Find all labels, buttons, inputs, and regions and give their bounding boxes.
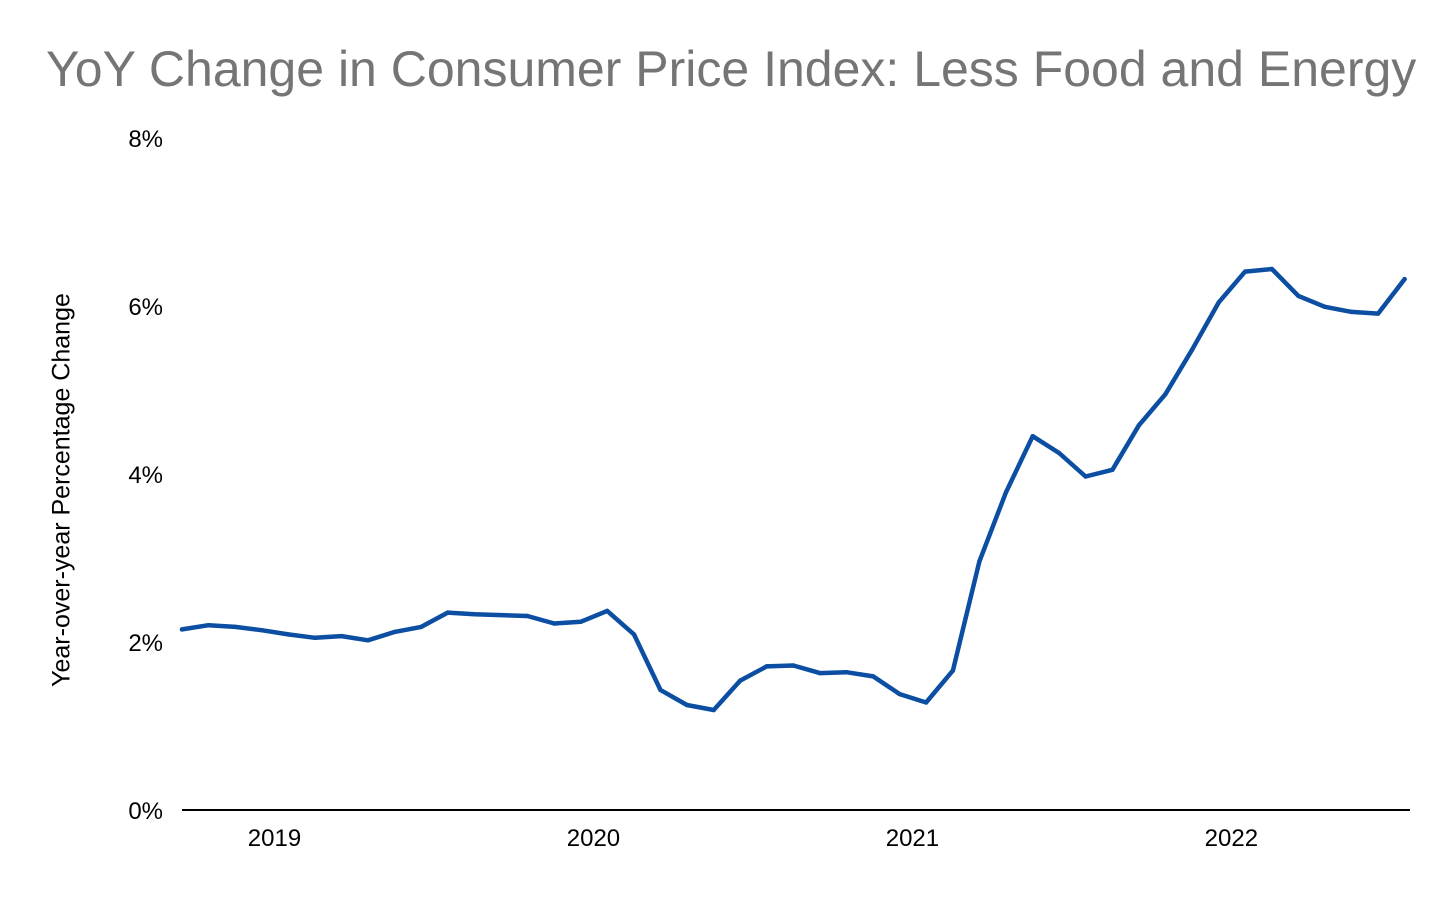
data-point xyxy=(1269,266,1275,272)
data-point xyxy=(339,633,344,639)
y-tick-label: 4% xyxy=(128,462,163,489)
data-point xyxy=(711,707,716,713)
data-point xyxy=(1030,434,1035,439)
data-point xyxy=(923,700,929,705)
data-point xyxy=(1375,311,1381,316)
series-line xyxy=(179,266,1407,713)
data-point xyxy=(525,613,530,619)
data-point xyxy=(737,678,743,683)
y-tick-label: 0% xyxy=(128,798,163,825)
data-point xyxy=(419,624,424,630)
data-point xyxy=(445,610,450,615)
data-point xyxy=(259,628,264,633)
data-point xyxy=(817,670,823,676)
x-tick-label: 2021 xyxy=(886,825,939,852)
data-point xyxy=(498,612,504,618)
x-tick-label: 2019 xyxy=(248,825,301,852)
data-point xyxy=(206,623,211,628)
data-point xyxy=(552,621,557,626)
data-point xyxy=(658,687,663,693)
data-point xyxy=(1322,304,1328,310)
series-points xyxy=(179,266,1407,713)
data-point xyxy=(684,702,690,708)
data-point xyxy=(286,632,291,637)
data-point xyxy=(844,670,849,675)
y-tick-label: 6% xyxy=(128,294,163,321)
data-point xyxy=(1163,392,1168,397)
data-point xyxy=(1402,276,1407,282)
data-point xyxy=(631,632,637,637)
data-point xyxy=(604,608,610,614)
data-point xyxy=(1349,309,1354,315)
data-point xyxy=(977,559,982,564)
data-point xyxy=(578,619,583,625)
data-point xyxy=(1056,450,1062,456)
y-tick-label: 2% xyxy=(128,630,163,657)
data-point xyxy=(1216,300,1221,305)
data-point xyxy=(1083,474,1088,479)
data-point xyxy=(1136,423,1142,428)
y-axis-ticks: 0% 2% 4% 6% 8% xyxy=(128,126,163,825)
data-point xyxy=(897,691,902,697)
y-tick-label: 8% xyxy=(128,126,163,153)
data-point xyxy=(1242,269,1248,274)
data-point xyxy=(472,612,477,617)
data-point xyxy=(1110,467,1115,472)
data-point xyxy=(791,663,796,668)
data-point xyxy=(950,668,956,673)
x-tick-label: 2020 xyxy=(567,825,620,852)
data-point xyxy=(1189,347,1195,352)
data-point xyxy=(233,624,238,630)
data-point xyxy=(870,674,876,679)
x-axis-ticks: 2019 2020 2021 2022 xyxy=(248,825,1258,852)
data-point xyxy=(365,638,371,643)
data-point xyxy=(1003,490,1009,495)
x-tick-label: 2022 xyxy=(1205,825,1258,852)
data-point xyxy=(179,627,185,632)
data-point xyxy=(764,664,769,669)
data-point xyxy=(312,635,318,640)
data-point xyxy=(392,629,397,635)
chart-title: YoY Change in Consumer Price Index: Less… xyxy=(46,41,1417,97)
data-point xyxy=(1296,293,1301,299)
